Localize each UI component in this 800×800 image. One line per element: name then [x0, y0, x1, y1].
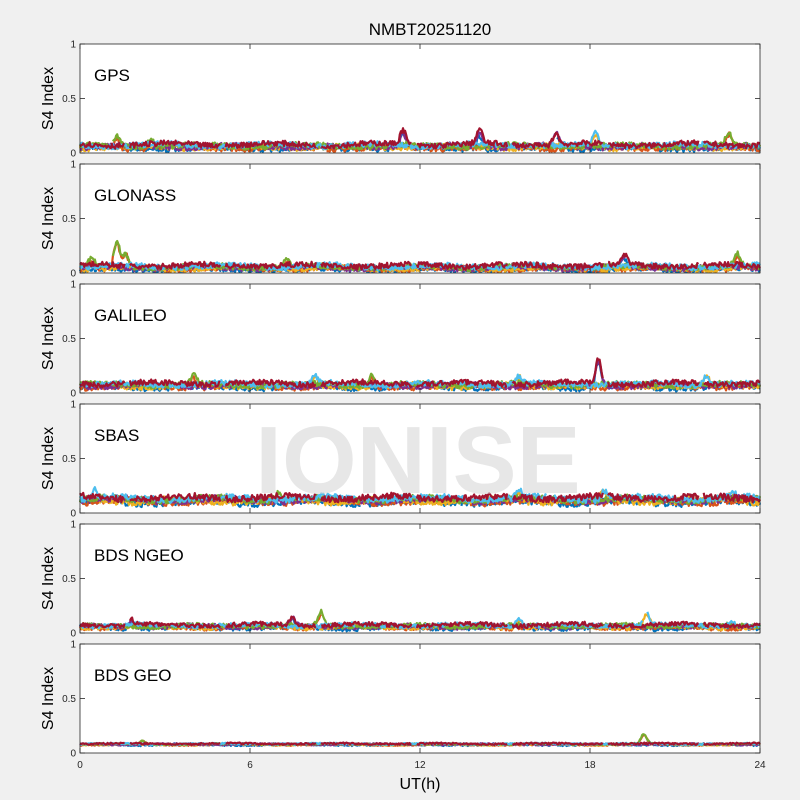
y-tick-label: 0.5 [62, 94, 76, 105]
satellite-series-6 [79, 357, 761, 389]
subplot-4: 0 0.5 1 BDS NGEO S4 Index [40, 520, 762, 640]
panel-label: BDS NGEO [94, 546, 184, 565]
satellite-series-6 [79, 491, 761, 504]
y-axis-label: S4 Index [40, 67, 57, 130]
y-tick-label: 1 [70, 640, 76, 651]
satellite-series-6 [79, 127, 761, 150]
subplot-2: 0 0.5 1 GALILEO S4 Index [40, 280, 762, 400]
y-tick-label: 0.5 [62, 454, 76, 465]
plot-area [80, 44, 760, 153]
y-tick-label: 0 [70, 389, 76, 400]
figure-title: NMBT20251120 [369, 20, 492, 39]
x-axis-label: UT(h) [400, 776, 441, 793]
y-tick-label: 0 [70, 269, 76, 280]
x-tick-label: 0 [77, 760, 83, 771]
y-axis-label: S4 Index [40, 187, 57, 250]
data-traces [78, 486, 762, 509]
subplot-stack: 0 0.5 1 GPS S4 Index 0 0.5 1 GLONASS S4 Index 0 0.5… [40, 40, 766, 772]
y-tick-label: 0.5 [62, 574, 76, 585]
panel-label: SBAS [94, 426, 139, 445]
data-traces [78, 127, 762, 153]
subplot-1: 0 0.5 1 GLONASS S4 Index [40, 160, 761, 280]
y-tick-label: 1 [70, 520, 76, 531]
panel-label: GLONASS [94, 186, 176, 205]
subplot-0: 0 0.5 1 GPS S4 Index [40, 40, 762, 160]
plot-area [80, 644, 760, 753]
y-axis-label: S4 Index [40, 547, 57, 610]
satellite-series-6 [79, 741, 761, 746]
y-tick-label: 1 [70, 40, 76, 51]
data-traces [79, 733, 761, 748]
y-tick-label: 0 [70, 749, 76, 760]
panel-label: GPS [94, 66, 130, 85]
y-axis-label: S4 Index [40, 427, 57, 490]
subplot-5: 0 0.5 1 0 6 12 18 24 BDS GEO S4 Index [40, 640, 766, 772]
y-tick-label: 0.5 [62, 334, 76, 345]
subplot-3: 0 0.5 1 SBAS S4 Index [40, 400, 762, 520]
y-tick-label: 0 [70, 509, 76, 520]
x-tick-label: 24 [754, 760, 766, 771]
y-axis-label: S4 Index [40, 307, 57, 370]
data-traces [78, 608, 762, 633]
ionise-watermark: IONISE [255, 407, 580, 514]
panel-label: GALILEO [94, 306, 167, 325]
satellite-series-6 [79, 252, 761, 271]
y-axis-label: S4 Index [40, 667, 57, 730]
plot-area [80, 164, 760, 273]
y-tick-label: 1 [70, 400, 76, 411]
data-traces [78, 239, 761, 273]
y-tick-label: 0 [70, 629, 76, 640]
y-tick-label: 1 [70, 160, 76, 171]
plot-area [80, 524, 760, 633]
x-tick-label: 6 [247, 760, 253, 771]
y-tick-label: 0 [70, 149, 76, 160]
x-tick-label: 12 [414, 760, 426, 771]
satellite-series-6 [79, 615, 761, 630]
data-traces [78, 357, 762, 393]
x-tick-label: 18 [584, 760, 596, 771]
panel-label: BDS GEO [94, 666, 171, 685]
plot-area [80, 284, 760, 393]
y-tick-label: 0.5 [62, 214, 76, 225]
y-tick-label: 0.5 [62, 694, 76, 705]
y-tick-label: 1 [70, 280, 76, 291]
